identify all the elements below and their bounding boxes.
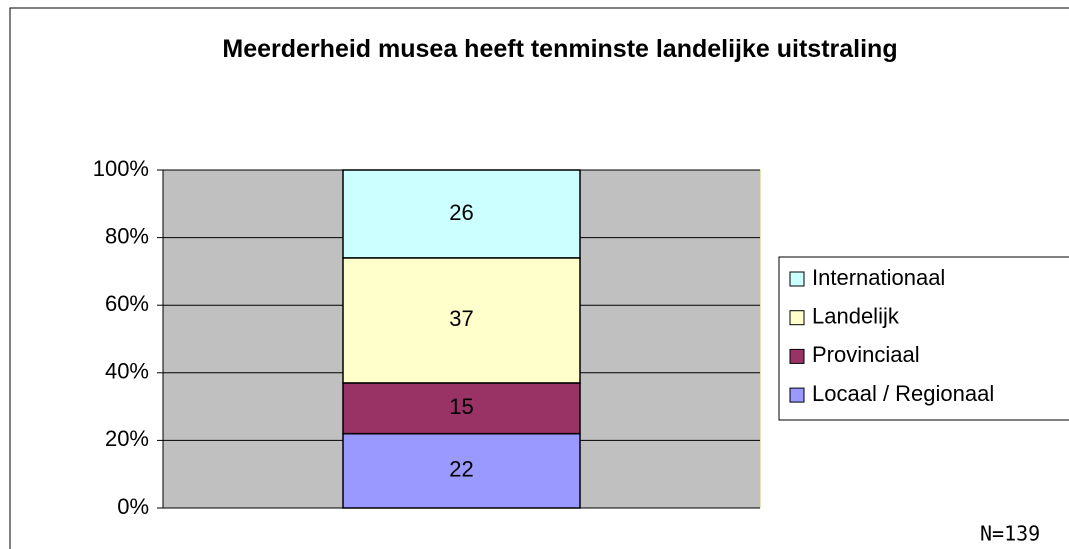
legend-swatch — [789, 271, 805, 287]
legend-label: Internationaal — [812, 265, 945, 290]
legend — [778, 256, 1069, 421]
legend-label: Provinciaal — [812, 342, 920, 367]
y-tick-label: 20% — [105, 426, 149, 451]
data-label: 37 — [449, 306, 473, 331]
y-tick-label: 0% — [117, 494, 149, 519]
legend-swatch — [789, 348, 805, 364]
data-label: 22 — [449, 457, 473, 482]
data-label: 26 — [449, 200, 473, 225]
bar-segment — [342, 382, 581, 435]
legend-swatch — [789, 310, 805, 326]
legend-label: Landelijk — [812, 304, 900, 329]
bar-segment — [342, 169, 581, 259]
data-label: 15 — [449, 394, 473, 419]
y-tick-label: 40% — [105, 359, 149, 384]
y-tick-label: 80% — [105, 223, 149, 248]
y-tick-label: 100% — [93, 156, 149, 181]
chart-title: Meerderheid musea heeft tenminste landel… — [222, 35, 898, 63]
y-tick-label: 60% — [105, 291, 149, 316]
bar-segment — [342, 257, 581, 384]
annotation: N=139 — [980, 522, 1040, 546]
legend-label: Locaal / Regionaal — [812, 381, 994, 406]
legend-swatch — [789, 387, 805, 403]
